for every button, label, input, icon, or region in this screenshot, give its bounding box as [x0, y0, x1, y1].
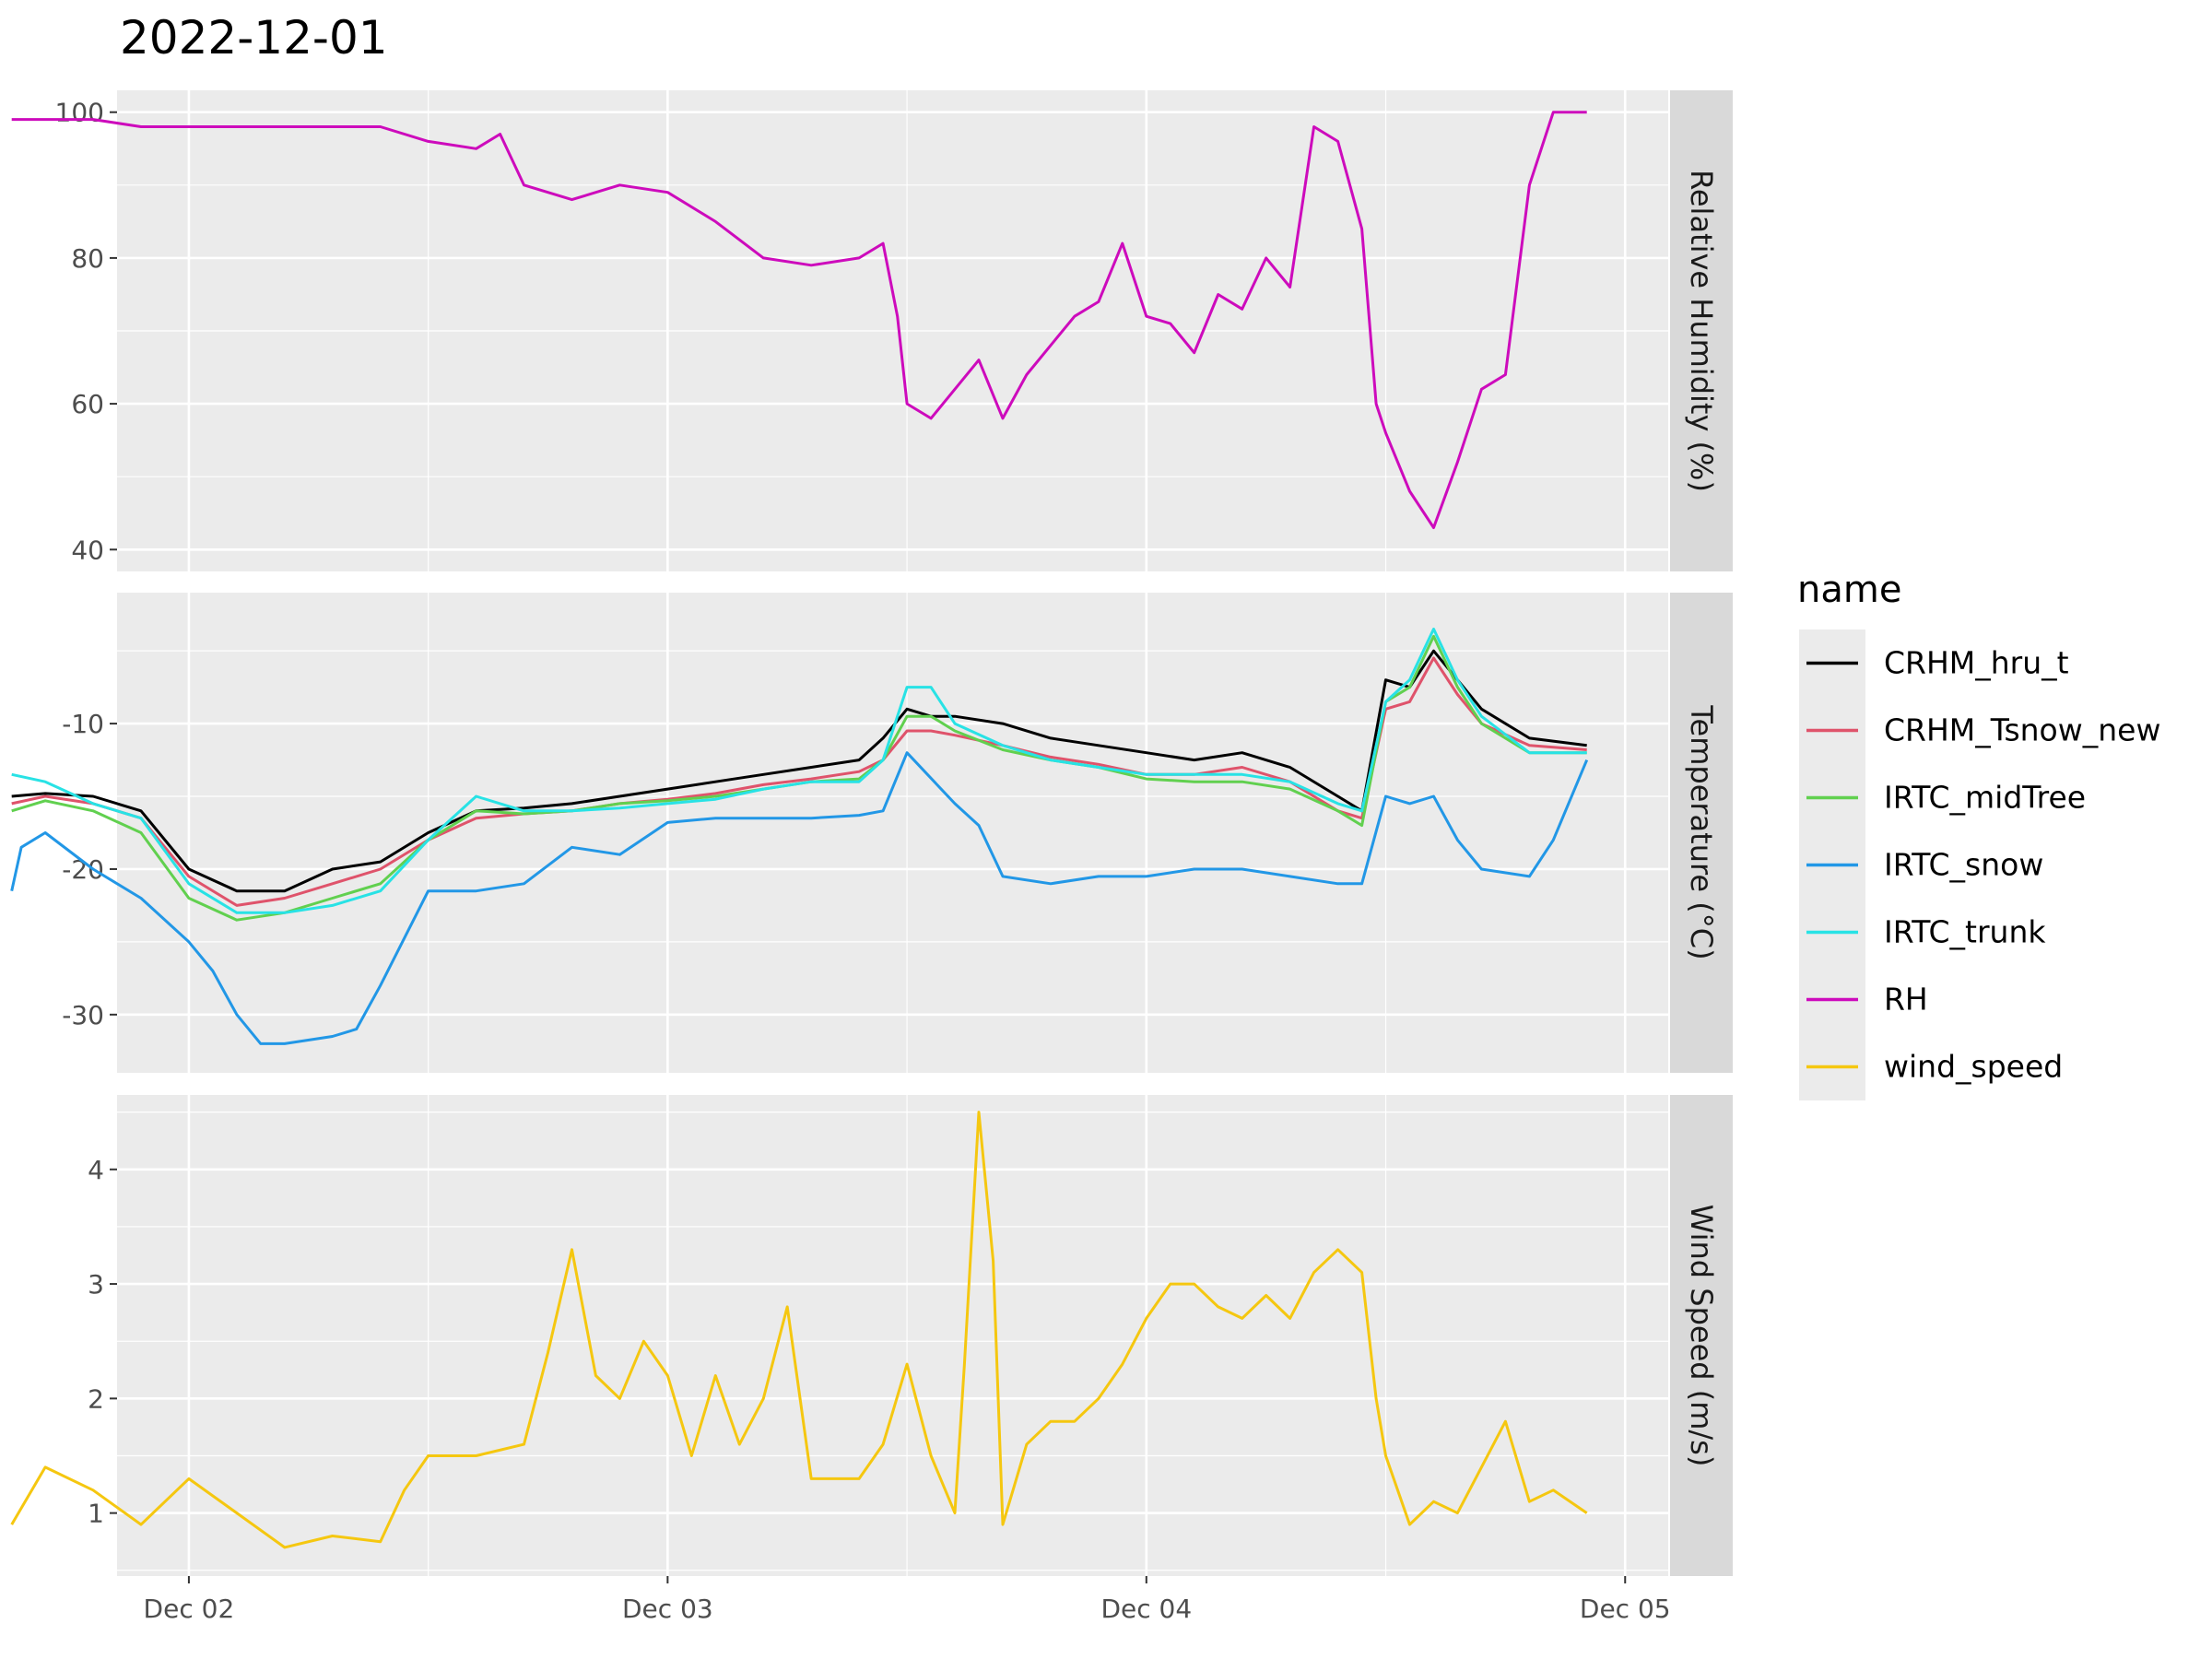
panel-gridlines — [117, 1095, 1668, 1576]
panel-background — [117, 593, 1668, 1073]
y-tick-label: 3 — [88, 1269, 104, 1300]
y-tick-label: 80 — [71, 243, 104, 274]
x-tick-label: Dec 04 — [1100, 1594, 1192, 1624]
series-line-crhm-hru-t — [11, 649, 1587, 893]
panel-gridlines — [117, 593, 1668, 1073]
series-line-wind-speed — [10, 1111, 1588, 1549]
y-tick-label: 100 — [55, 98, 104, 128]
x-tick-label: Dec 05 — [1580, 1594, 1671, 1624]
y-tick-label: 4 — [88, 1155, 104, 1185]
y-tick-label: -10 — [62, 709, 104, 739]
legend-label: RH — [1884, 982, 1928, 1018]
legend-label: IRTC_snow — [1884, 847, 2043, 883]
panel-background — [117, 1095, 1668, 1576]
panel-relative-humidity: 40 60 80 100 Relative Humidity (%) — [11, 90, 1733, 571]
legend-item-wind-speed: wind_speed — [1806, 1049, 2063, 1085]
legend-item-rh: RH — [1806, 982, 1928, 1018]
chart-title: 2022-12-01 — [120, 11, 388, 65]
legend-item-irtc-midtree: IRTC_midTree — [1806, 780, 2086, 816]
y-tick-label: -30 — [62, 1000, 104, 1030]
y-tick-label: -20 — [62, 854, 104, 885]
legend-item-irtc-trunk: IRTC_trunk — [1806, 914, 2046, 950]
legend-label: IRTC_trunk — [1884, 914, 2046, 950]
legend-label: IRTC_midTree — [1884, 780, 2086, 816]
strip-label: Wind Speed (m/s) — [1684, 1205, 1719, 1467]
panel-temperature-c: -30 -20 -10 Temperature (°C) — [10, 593, 1733, 1073]
legend: name CRHM_hru_t CRHM_Tsnow_new IRTC_midTre… — [1797, 569, 2160, 1100]
legend-title: name — [1797, 569, 1901, 611]
strip-background — [1670, 90, 1733, 571]
legend-label: CRHM_hru_t — [1884, 645, 2069, 681]
legend-item-crhm-hru-t: CRHM_hru_t — [1806, 645, 2069, 681]
strip-background — [1670, 1095, 1733, 1576]
legend-item-crhm-tsnow-new: CRHM_Tsnow_new — [1806, 712, 2160, 748]
y-tick-label: 1 — [88, 1499, 104, 1529]
facet-panels: 40 60 80 100 Relative Humidity (%) -30 -20 -10 T… — [10, 90, 1733, 1624]
panel-gridlines — [117, 90, 1668, 571]
series-line-rh — [11, 111, 1587, 529]
y-tick-label: 60 — [71, 389, 104, 419]
legend-item-irtc-snow: IRTC_snow — [1806, 847, 2043, 883]
strip-background — [1670, 593, 1733, 1073]
strip-label: Relative Humidity (%) — [1684, 170, 1719, 492]
y-tick-label: 40 — [71, 535, 104, 565]
x-tick-label: Dec 03 — [622, 1594, 713, 1624]
strip-label: Temperature (°C) — [1684, 704, 1719, 959]
x-axis: Dec 02 Dec 03 Dec 04 Dec 05 — [144, 1576, 1671, 1624]
panel-wind-speed-m-s: 1 2 3 4 Wind Speed (m/s) — [10, 1095, 1733, 1576]
series-line-irtc-snow — [10, 751, 1589, 1045]
y-tick-label: 2 — [88, 1383, 104, 1414]
series-line-irtc-trunk — [11, 628, 1587, 914]
legend-label: wind_speed — [1884, 1049, 2063, 1085]
x-tick-label: Dec 02 — [144, 1594, 235, 1624]
legend-label: CRHM_Tsnow_new — [1884, 712, 2160, 748]
